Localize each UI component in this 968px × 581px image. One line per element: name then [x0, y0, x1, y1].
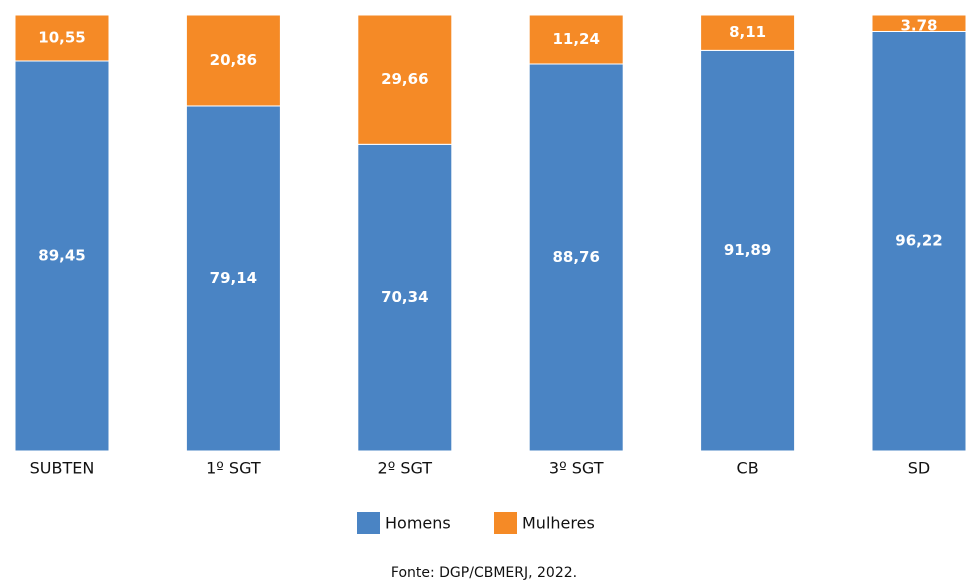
bar-segment [528, 14, 624, 65]
bar-segment [700, 49, 796, 452]
bar-segment [14, 60, 110, 452]
legend-label: Mulheres [522, 514, 595, 533]
value-label: 8,11 [729, 23, 766, 41]
x-tick-label: SUBTEN [30, 459, 95, 478]
value-label: 11,24 [552, 30, 599, 48]
legend-swatch [357, 512, 380, 534]
legend-label: Homens [385, 514, 451, 533]
legend-swatch [494, 512, 517, 534]
value-label: 89,45 [38, 246, 85, 264]
x-tick-label: CB [737, 459, 759, 478]
value-label: 96,22 [895, 232, 942, 250]
value-label: 79,14 [210, 269, 257, 287]
bar-segment [700, 14, 796, 51]
value-label: 88,76 [552, 248, 599, 266]
x-tick-label: 3º SGT [549, 459, 604, 478]
bar-segment [871, 30, 967, 452]
bar-segment [185, 14, 281, 107]
x-tick-label: 2º SGT [378, 459, 433, 478]
bar-segment [14, 14, 110, 62]
source: Fonte: DGP/CBMERJ, 2022. [391, 565, 577, 581]
value-label: 91,89 [724, 241, 771, 259]
value-label: 20,86 [210, 51, 257, 69]
value-label: 3.78 [900, 17, 937, 35]
value-label: 29,66 [381, 70, 428, 88]
bar-segment [528, 63, 624, 452]
x-tick-label: SD [908, 459, 930, 478]
value-label: 10,55 [38, 28, 85, 46]
bar-segment [357, 14, 453, 145]
bar-segment [357, 143, 453, 452]
x-tick-label: 1º SGT [206, 459, 261, 478]
bar-segment [871, 14, 967, 32]
value-label: 70,34 [381, 288, 428, 306]
